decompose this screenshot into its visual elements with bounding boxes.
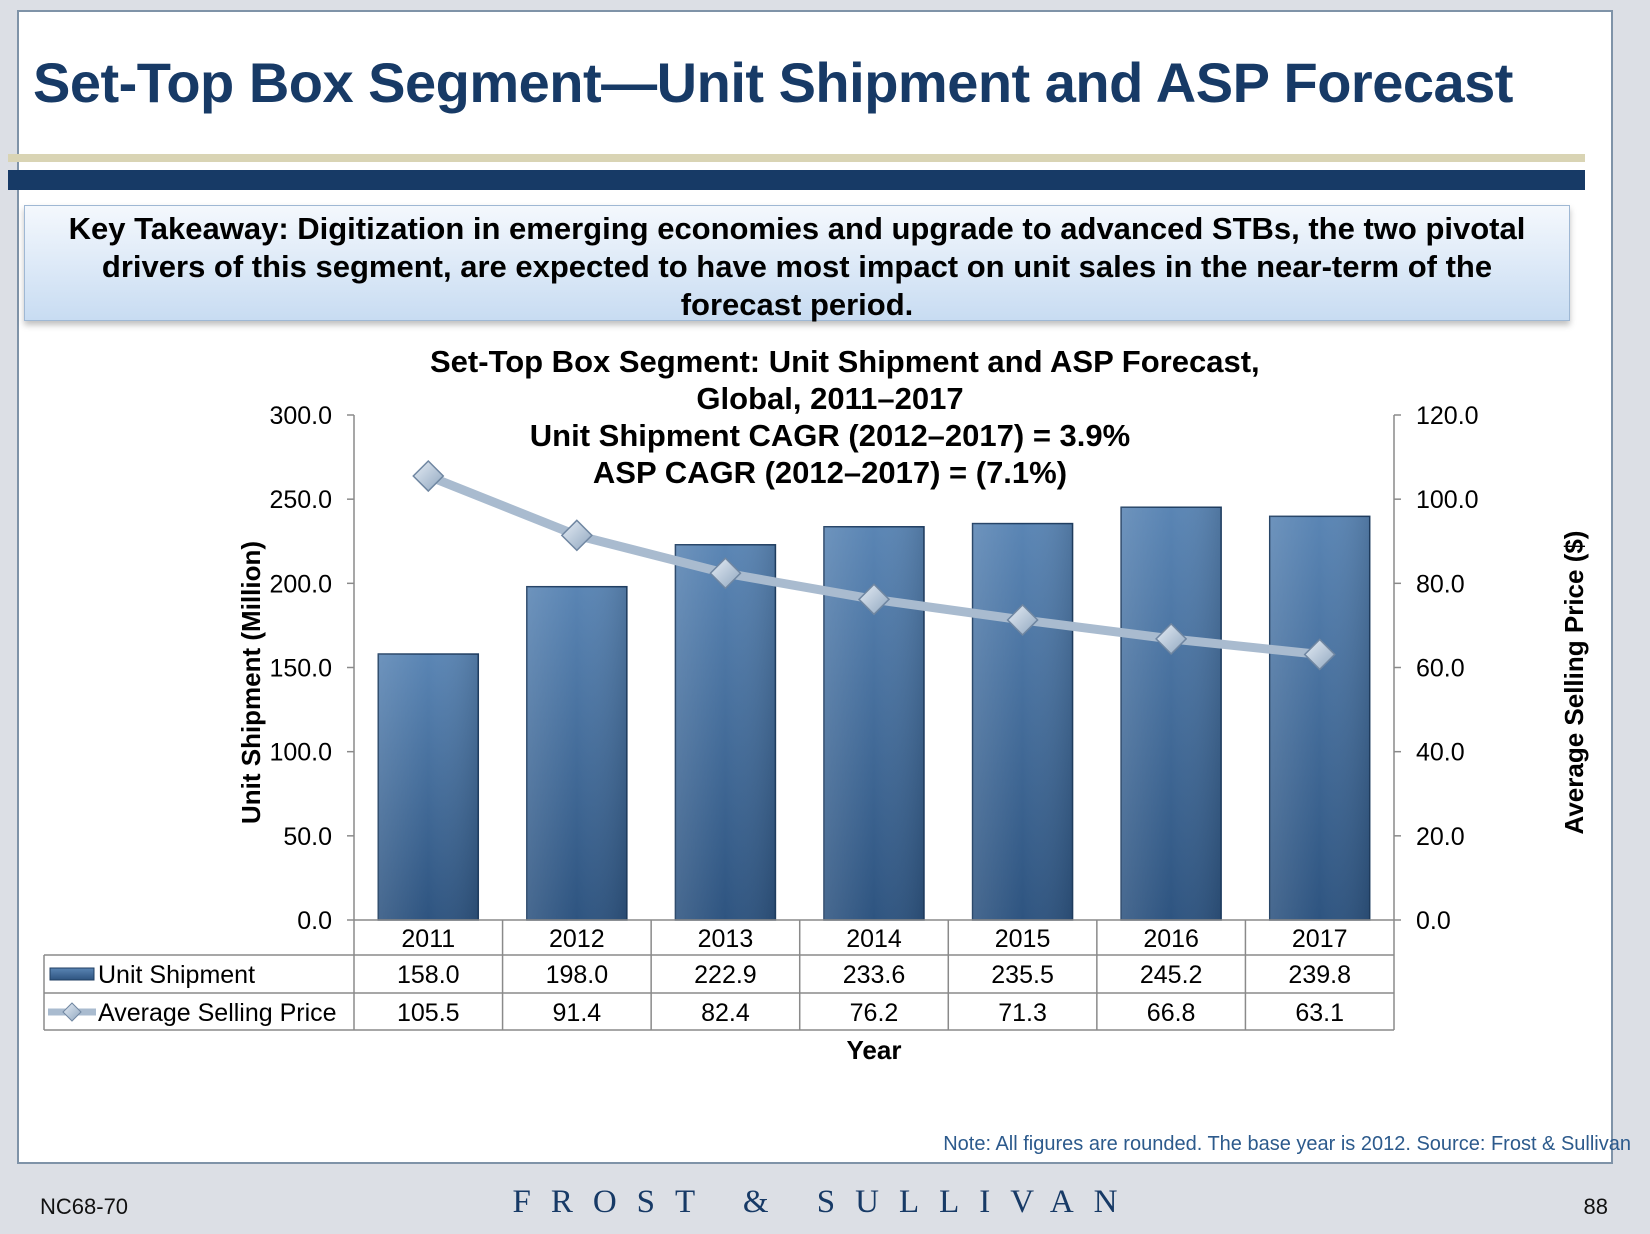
y-axis-title-right: Average Selling Price ($) <box>1559 531 1589 835</box>
legend-key-asp-marker <box>62 1002 82 1022</box>
x-tick-label: 2011 <box>401 925 455 953</box>
takeaway-line-3: forecast period. <box>680 287 914 322</box>
source-note: Note: All figures are rounded. The base … <box>943 1133 1631 1155</box>
y-tick-label-right: 40.0 <box>1416 739 1465 767</box>
data-label-asp: 105.5 <box>397 999 460 1027</box>
asp-point-2015 <box>1006 603 1039 637</box>
data-label-unit-shipment: 239.8 <box>1288 961 1351 989</box>
bar-shade <box>1121 507 1222 920</box>
asp-point-2014 <box>857 583 891 616</box>
title-rule-light <box>8 154 1585 162</box>
y-tick-label-left: 250.0 <box>269 486 332 514</box>
y-tick-label-right: 60.0 <box>1416 655 1465 683</box>
y-tick-label-right: 120.0 <box>1416 402 1479 430</box>
key-takeaway-box: Key Takeaway: Digitization in emerging e… <box>24 205 1570 322</box>
asp-point-2012 <box>560 519 593 552</box>
data-label-unit-shipment: 235.5 <box>991 961 1054 989</box>
asp-point-2011 <box>412 459 445 493</box>
data-label-asp: 91.4 <box>553 999 602 1027</box>
y-tick-label-right: 0.0 <box>1416 907 1451 935</box>
x-tick-label: 2013 <box>698 925 754 953</box>
y-tick-label-left: 150.0 <box>269 655 332 683</box>
asp-point-2017 <box>1303 638 1336 671</box>
y-tick-label-left: 100.0 <box>269 739 332 767</box>
title-rule-dark <box>8 170 1585 190</box>
asp-point-2013 <box>709 557 742 590</box>
chart-title-line-4: ASP CAGR (2012–2017) = (7.1%) <box>592 455 1068 490</box>
y-tick-label-left: 300.0 <box>269 402 332 430</box>
y-tick-label-right: 20.0 <box>1416 823 1465 851</box>
chart-title-line-1: Set-Top Box Segment: Unit Shipment and A… <box>430 344 1260 379</box>
y-tick-label-left: 50.0 <box>283 823 332 851</box>
legend-label-unit-shipment: Unit Shipment <box>98 961 255 989</box>
bar-shade <box>972 523 1073 920</box>
bar-shade <box>675 544 776 920</box>
x-tick-label: 2015 <box>995 925 1051 953</box>
x-axis-title: Year <box>847 1035 902 1065</box>
data-label-unit-shipment: 158.0 <box>397 961 460 989</box>
y-tick-label-right: 100.0 <box>1416 486 1479 514</box>
chart-title-line-3: Unit Shipment CAGR (2012–2017) = 3.9% <box>529 418 1131 453</box>
bar-shade <box>526 586 627 920</box>
chart-title: Set-Top Box Segment: Unit Shipment and A… <box>430 343 1260 491</box>
y-tick-label-left: 0.0 <box>297 907 332 935</box>
legend-label-asp: Average Selling Price <box>98 999 337 1027</box>
data-label-asp: 71.3 <box>998 999 1047 1027</box>
x-tick-label: 2012 <box>549 925 605 953</box>
chart-title-line-2: Global, 2011–2017 <box>696 381 964 416</box>
takeaway-line-2: drivers of this segment, are expected to… <box>101 249 1493 284</box>
data-label-asp: 66.8 <box>1147 999 1196 1027</box>
data-label-asp: 82.4 <box>701 999 750 1027</box>
x-tick-label: 2017 <box>1292 925 1348 953</box>
page-number: 88 <box>1583 1194 1608 1219</box>
asp-point-2016 <box>1155 622 1188 655</box>
bar-2011 <box>377 653 480 921</box>
bar-shade <box>378 654 479 920</box>
bar-2017 <box>1268 515 1371 921</box>
y-axis-title-left: Unit Shipment (Million) <box>236 541 266 824</box>
data-label-asp: 76.2 <box>850 999 899 1027</box>
footer-code: NC68-70 <box>40 1194 129 1219</box>
data-label-asp: 63.1 <box>1295 999 1344 1027</box>
slide-title: Set-Top Box Segment—Unit Shipment and AS… <box>33 51 1513 114</box>
data-label-unit-shipment: 233.6 <box>843 961 906 989</box>
x-tick-label: 2016 <box>1143 925 1199 953</box>
data-label-unit-shipment: 222.9 <box>694 961 757 989</box>
bar-2016 <box>1120 506 1222 921</box>
takeaway-line-1: Key Takeaway: Digitization in emerging e… <box>68 211 1526 246</box>
bar-2012 <box>526 585 628 921</box>
data-label-unit-shipment: 198.0 <box>546 961 609 989</box>
y-tick-label-left: 200.0 <box>269 570 332 598</box>
y-tick-label-right: 80.0 <box>1416 570 1465 598</box>
bar-2015 <box>971 522 1074 921</box>
data-label-unit-shipment: 245.2 <box>1140 961 1203 989</box>
bar-shade <box>1269 516 1370 920</box>
x-tick-label: 2014 <box>846 925 902 953</box>
frost-sullivan-logo: FROST & SULLIVAN <box>512 1184 1138 1220</box>
legend-key-unit-shipment <box>49 967 95 981</box>
bar-2013 <box>674 544 777 921</box>
